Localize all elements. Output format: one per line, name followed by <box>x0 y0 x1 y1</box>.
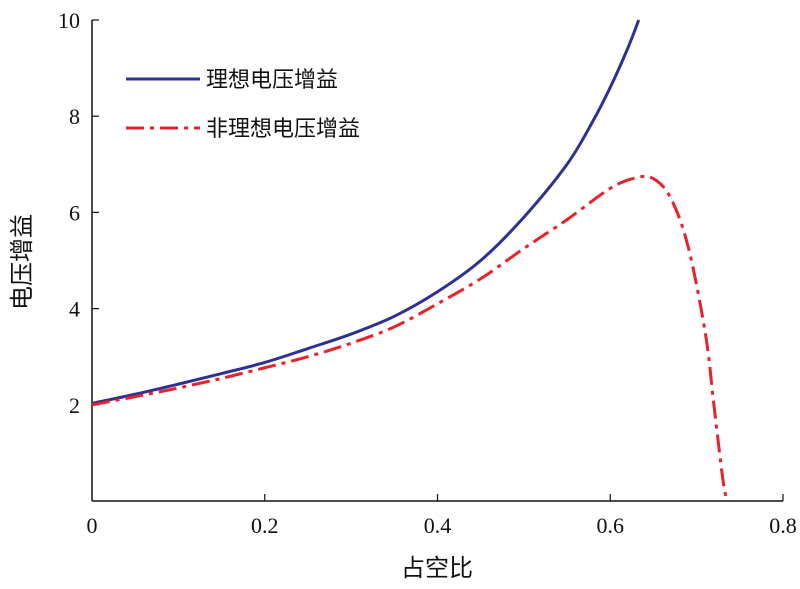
y-tick-label: 10 <box>58 8 80 33</box>
series-line-ideal <box>91 19 641 405</box>
x-tick-label: 0.8 <box>769 513 797 538</box>
legend-label-ideal: 理想电压增益 <box>206 68 338 93</box>
y-tick-label: 8 <box>69 104 80 129</box>
y-tick-label: 6 <box>69 200 80 225</box>
x-tick-label: 0.6 <box>597 513 625 538</box>
y-axis-title: 电压增益 <box>8 214 36 310</box>
y-tick-label: 2 <box>69 393 80 418</box>
x-axis-title: 占空比 <box>401 554 473 582</box>
legend: 理想电压增益 非理想电压增益 <box>126 68 360 142</box>
axis-ticks: 0 0.2 0.4 0.6 0.8 2 4 6 8 10 <box>58 8 797 538</box>
x-tick-label: 0.4 <box>424 513 452 538</box>
y-tick-label: 4 <box>69 297 80 322</box>
x-tick-label: 0.2 <box>251 513 279 538</box>
legend-label-nonideal: 非理想电压增益 <box>206 117 360 142</box>
x-tick-label: 0 <box>87 513 98 538</box>
series-layer <box>91 19 729 502</box>
series-line-nonideal <box>91 174 729 502</box>
